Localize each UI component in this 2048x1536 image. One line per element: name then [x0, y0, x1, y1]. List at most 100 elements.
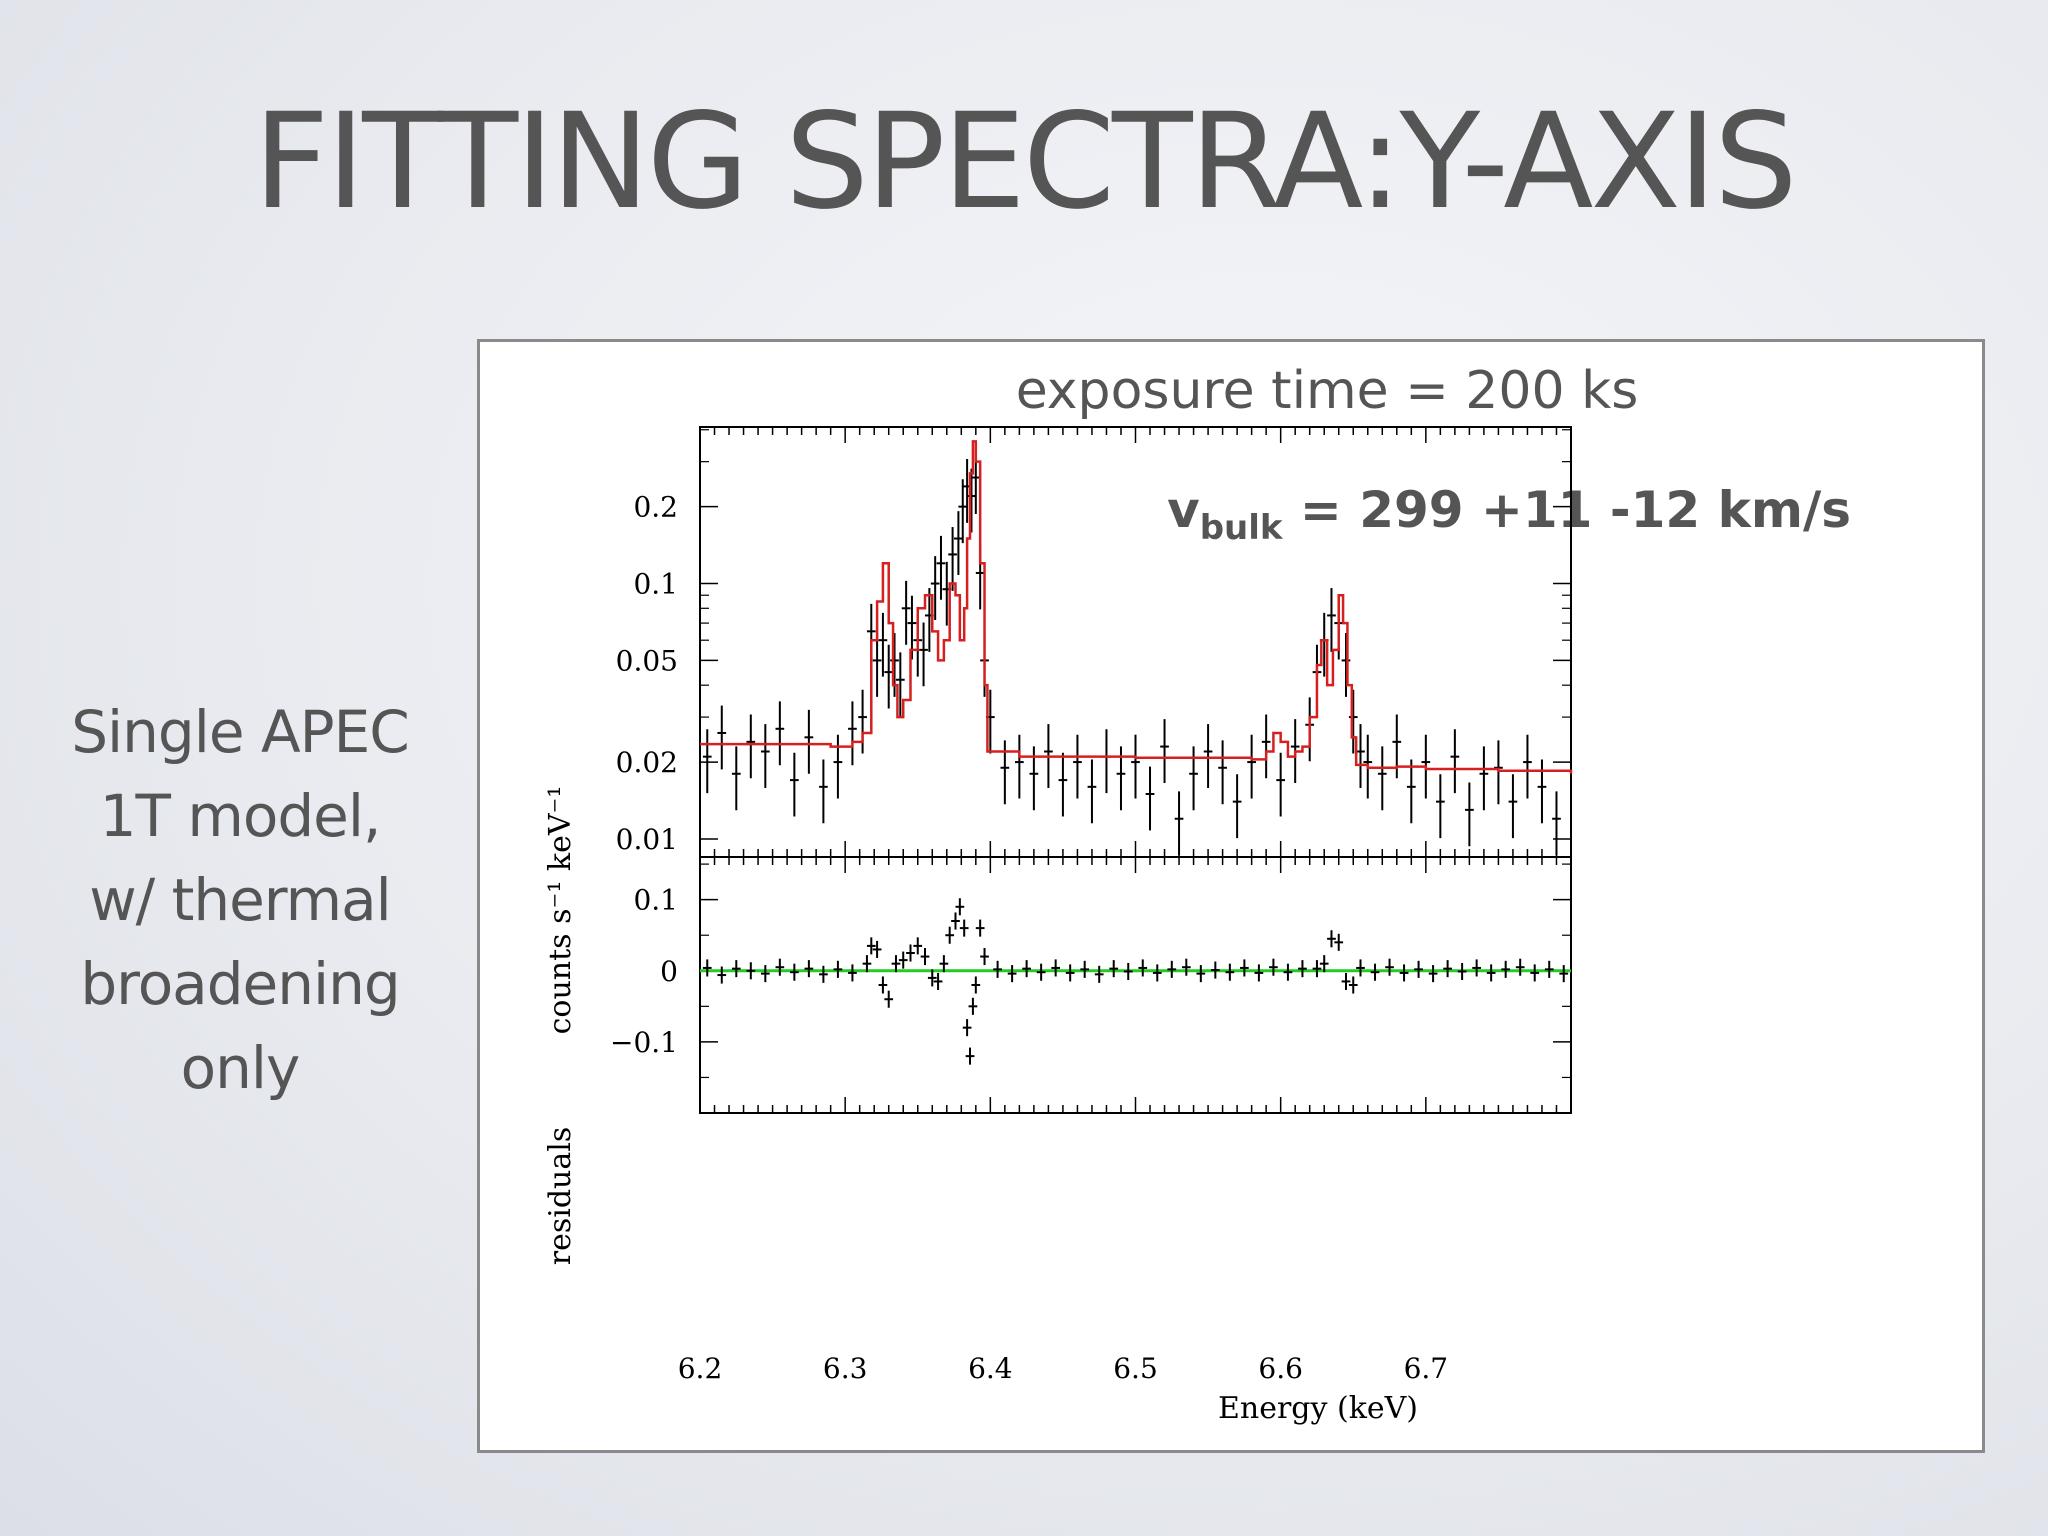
- residuals-data-point: [1472, 959, 1481, 977]
- y-tick-label: 0.02: [616, 746, 678, 779]
- side-caption: Single APEC 1T model, w/ thermal broaden…: [40, 690, 440, 1110]
- residuals-data-point: [1036, 963, 1046, 981]
- residuals-data-point: [1283, 963, 1293, 981]
- residuals-data-point: [878, 976, 888, 994]
- y-tick-label: 0.01: [616, 823, 678, 856]
- spectrum-data-point: [1552, 791, 1561, 856]
- y-tick-label: 0: [660, 955, 678, 988]
- residuals-data-point: [804, 960, 814, 978]
- residuals-data-point: [898, 951, 908, 969]
- residuals-data-point: [1312, 960, 1322, 978]
- spectrum-data-point: [1174, 791, 1184, 856]
- spectrum-data-point: [1377, 746, 1387, 811]
- side-caption-line: Single APEC: [71, 698, 410, 766]
- x-axis-label: Energy (keV): [1218, 1391, 1418, 1426]
- residuals-data-point: [1167, 960, 1177, 978]
- spectrum-data-point: [833, 734, 843, 799]
- vbulk-symbol: v: [1167, 481, 1200, 539]
- spectrum-data-point: [1232, 774, 1242, 839]
- residuals-data-point: [731, 960, 741, 978]
- spectrum-data-point: [1356, 724, 1365, 788]
- residuals-data-point: [1327, 930, 1336, 948]
- residuals-data-point: [1544, 960, 1554, 978]
- spectrum-data-point: [1465, 782, 1474, 847]
- spectrum-data-point: [1341, 633, 1351, 697]
- spectrum-data-point: [1508, 774, 1518, 839]
- residuals-data-point: [1319, 955, 1329, 973]
- residuals-data-point: [959, 919, 969, 937]
- residuals-data-point: [913, 937, 923, 955]
- spectrum-data-point: [1450, 729, 1460, 794]
- spectrum-data-point: [1406, 759, 1416, 824]
- spectrum-data-point: [1131, 734, 1140, 799]
- residuals-data-point: [1486, 964, 1496, 982]
- residuals-data-point: [1269, 958, 1278, 976]
- spectrum-data-point: [936, 535, 946, 600]
- spectrum-data-point: [702, 729, 712, 794]
- residuals-data-point: [1348, 976, 1358, 994]
- spectrum-data-point: [790, 752, 799, 817]
- spectrum-data-point: [1247, 734, 1256, 799]
- x-tick-label: 6.5: [1113, 1352, 1158, 1385]
- spectrum-data-point: [1218, 740, 1227, 805]
- residuals-data-point: [945, 926, 955, 944]
- residuals-data-point: [848, 964, 857, 982]
- residuals-data-point: [1341, 972, 1351, 990]
- spectrum-data-point: [746, 714, 756, 779]
- residuals-data-point: [775, 958, 785, 976]
- vbulk-annotation: vbulk = 299 +11 -12 km/s: [1167, 481, 1851, 548]
- spectrum-data-point: [1523, 734, 1532, 799]
- residuals-data-point: [1414, 960, 1423, 978]
- residuals-data-point: [702, 959, 712, 977]
- spectrum-data-point: [948, 527, 957, 591]
- residuals-data-point: [1022, 960, 1031, 978]
- spectrum-y-axis-label: counts s⁻¹ keV⁻¹: [543, 786, 578, 1035]
- residuals-data-point: [980, 948, 989, 966]
- spectrum-data-point: [1276, 752, 1286, 817]
- spectrum-data-point: [958, 479, 968, 544]
- residuals-data-point: [951, 912, 960, 930]
- residuals-data-point: [933, 972, 943, 990]
- residuals-data-point: [1138, 959, 1148, 977]
- residuals-data-point: [862, 955, 872, 973]
- x-tick-label: 6.3: [823, 1352, 868, 1385]
- spectrum-data-point: [1102, 729, 1111, 794]
- spectrum-data-point: [901, 580, 911, 645]
- residuals-data-point: [1065, 964, 1075, 982]
- spectrum-data-point: [1435, 774, 1445, 839]
- residuals-data-point: [1515, 958, 1525, 976]
- spectrum-data-point: [1537, 759, 1547, 824]
- residuals-data-point: [955, 898, 965, 916]
- spectrum-data-point: [1348, 689, 1358, 754]
- x-tick-label: 6.4: [968, 1352, 1013, 1385]
- residuals-data-point: [1210, 961, 1220, 979]
- residuals-data-point: [962, 1019, 972, 1037]
- spectrum-data-point: [731, 746, 741, 811]
- chart-title: exposure time = 200 ks: [1016, 361, 1639, 421]
- spectrum-data-point: [858, 689, 867, 754]
- spectrum-data-point: [1073, 734, 1082, 799]
- residuals-data-point: [1080, 960, 1090, 978]
- residuals-data-point: [1007, 965, 1017, 983]
- spectrum-data-point: [1479, 746, 1489, 811]
- residuals-data-point: [993, 960, 1002, 978]
- residuals-data-point: [1298, 960, 1307, 978]
- spectrum-data-point: [819, 759, 828, 824]
- residuals-data-point: [1152, 964, 1162, 982]
- spectrum-data-point: [954, 511, 963, 575]
- residuals-data-point: [1196, 965, 1206, 983]
- residuals-data-point: [965, 1047, 975, 1065]
- y-tick-label: −0.1: [610, 1026, 678, 1059]
- spectrum-data-point: [1087, 759, 1097, 824]
- spectrum-chart: exposure time = 200 ks vbulk = 299 +11 -…: [543, 361, 1851, 1426]
- spectrum-data-point: [717, 705, 727, 770]
- residuals-data-point: [1240, 959, 1249, 977]
- residuals-data-point: [746, 962, 756, 980]
- residuals-data-point: [1399, 964, 1409, 982]
- spectrum-data-point: [872, 633, 882, 697]
- spectrum-data-point: [775, 701, 785, 766]
- residuals-data-point: [1254, 964, 1264, 982]
- model-line: [700, 440, 1573, 774]
- residuals-panel: −0.1 0 0.1: [610, 856, 1572, 1114]
- residuals-data-point: [1370, 963, 1380, 981]
